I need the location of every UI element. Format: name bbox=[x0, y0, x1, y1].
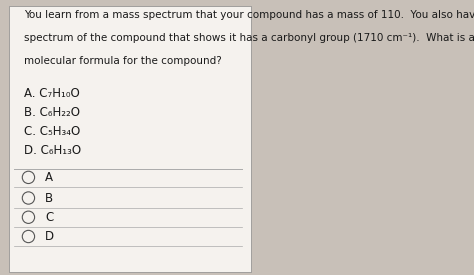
Text: A: A bbox=[45, 171, 53, 184]
Text: spectrum of the compound that shows it has a carbonyl group (1710 cm⁻¹).  What i: spectrum of the compound that shows it h… bbox=[24, 33, 474, 43]
Text: C: C bbox=[45, 211, 53, 224]
Text: molecular formula for the compound?: molecular formula for the compound? bbox=[24, 56, 221, 66]
Text: B. C₆H₂₂O: B. C₆H₂₂O bbox=[24, 106, 80, 119]
Text: C. C₅H₃₄O: C. C₅H₃₄O bbox=[24, 125, 80, 138]
FancyBboxPatch shape bbox=[9, 6, 251, 272]
Text: You learn from a mass spectrum that your compound has a mass of 110.  You also h: You learn from a mass spectrum that your… bbox=[24, 10, 474, 20]
Text: B: B bbox=[45, 192, 53, 205]
Text: D. C₆H₁₃O: D. C₆H₁₃O bbox=[24, 144, 81, 157]
Text: A. C₇H₁₀O: A. C₇H₁₀O bbox=[24, 87, 80, 100]
Text: D: D bbox=[45, 230, 54, 243]
